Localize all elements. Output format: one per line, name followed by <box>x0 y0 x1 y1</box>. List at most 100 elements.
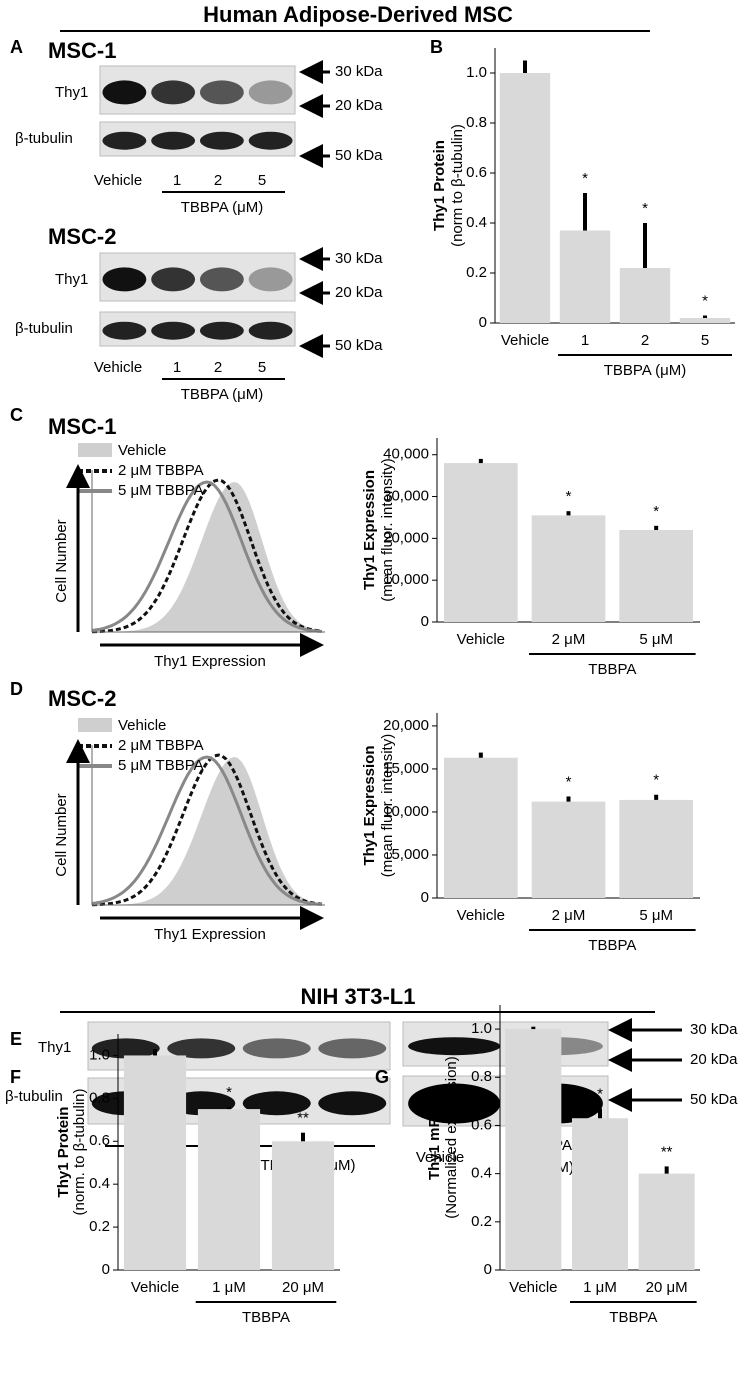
marker-label: 50 kDa <box>690 1091 738 1108</box>
significance: * <box>597 1086 603 1103</box>
significance: ** <box>661 1143 673 1160</box>
lane-label: Vehicle <box>416 1149 464 1166</box>
x-tick-label: 20 μM <box>646 1279 688 1296</box>
significance: * <box>642 200 648 217</box>
bar <box>572 1118 628 1270</box>
band <box>408 1037 501 1056</box>
bar <box>531 515 606 622</box>
band <box>242 1038 311 1059</box>
group-label: TBBPA <box>588 661 636 678</box>
marker-label: 50 kDa <box>335 337 383 354</box>
row-label: β-tubulin <box>15 320 73 337</box>
x-tick-label: Vehicle <box>131 1279 179 1296</box>
panel-letter: G <box>375 1067 389 1087</box>
legend-label: 5 μM TBBPA <box>118 757 204 774</box>
y-tick-label: 0.4 <box>89 1175 110 1192</box>
significance: ** <box>297 1110 309 1127</box>
legend-label: 2 μM TBBPA <box>118 737 204 754</box>
x-tick-label: Vehicle <box>457 907 505 924</box>
bar <box>619 268 671 323</box>
band <box>151 267 196 292</box>
y-tick-label: 1.0 <box>89 1046 110 1063</box>
bar <box>638 1173 695 1270</box>
panel-letter: B <box>430 37 443 57</box>
y-label: Thy1 mRNA <box>426 1095 443 1180</box>
significance: * <box>566 773 572 790</box>
row-label: Thy1 <box>55 84 88 101</box>
significance: * <box>653 503 659 520</box>
y-label: Cell Number <box>53 519 70 602</box>
significance: * <box>582 170 588 187</box>
lane-label: Vehicle <box>94 359 142 376</box>
band <box>151 80 196 105</box>
lane-label: 2 <box>214 172 222 189</box>
legend-label: Vehicle <box>118 717 166 734</box>
panel-title: MSC-1 <box>48 414 116 439</box>
legend-label: 5 μM TBBPA <box>118 482 204 499</box>
row-label: Thy1 <box>55 271 88 288</box>
y-tick-label: 0.8 <box>466 114 487 131</box>
y-label: Thy1 Expression <box>361 470 378 590</box>
marker-label: 30 kDa <box>690 1021 738 1038</box>
bar <box>499 73 551 323</box>
y-label: Thy1 Protein <box>55 1107 72 1198</box>
y-label: Thy1 Expression <box>361 745 378 865</box>
lane-label: 5 <box>258 359 266 376</box>
bar <box>444 757 518 898</box>
significance: * <box>653 772 659 789</box>
x-tick-label: 1 <box>581 332 589 349</box>
x-tick-label: 2 μM <box>552 907 586 924</box>
y-label: Cell Number <box>53 793 70 876</box>
histogram <box>91 480 323 633</box>
lane-label: 2 <box>214 359 222 376</box>
y-tick-label: 0.4 <box>471 1165 492 1182</box>
y-tick-label: 10,000 <box>383 571 429 588</box>
band <box>167 1038 236 1059</box>
histogram <box>91 478 323 634</box>
histogram <box>91 753 323 907</box>
group-label: TBBPA <box>588 937 636 954</box>
marker-label: 30 kDa <box>335 63 383 80</box>
bar <box>531 801 606 898</box>
legend-label: Vehicle <box>118 442 166 459</box>
y-tick-label: 0.6 <box>466 164 487 181</box>
bar <box>619 530 693 622</box>
band <box>199 80 244 105</box>
band <box>102 80 147 105</box>
group-label: TBBPA (μM) <box>181 199 264 216</box>
histogram <box>92 757 322 905</box>
marker-label: 20 kDa <box>335 97 383 114</box>
x-tick-label: 20 μM <box>282 1279 324 1296</box>
histogram <box>91 755 323 906</box>
x-label: Thy1 Expression <box>154 926 266 943</box>
significance: * <box>566 488 572 505</box>
y-tick-label: 20,000 <box>383 717 429 734</box>
y-tick-label: 5,000 <box>391 846 429 863</box>
y-tick-label: 0.2 <box>471 1213 492 1230</box>
band <box>91 1038 160 1059</box>
band <box>248 80 293 105</box>
row-label: β-tubulin <box>5 1088 63 1105</box>
group-label: TBBPA (μM) <box>604 362 687 379</box>
marker-label: 20 kDa <box>335 284 383 301</box>
lane-label: 5 <box>258 172 266 189</box>
y-label-sub: (mean fluor. intensity) <box>379 458 396 601</box>
blot-title: MSC-2 <box>48 224 116 249</box>
band <box>248 131 293 150</box>
band <box>318 1038 387 1059</box>
band <box>318 1091 387 1116</box>
row-label: Thy1 <box>38 1039 71 1056</box>
y-tick-label: 0.6 <box>471 1116 492 1133</box>
band <box>199 267 244 292</box>
panel-letter: D <box>10 679 23 699</box>
band <box>151 321 196 340</box>
legend-swatch <box>78 718 112 732</box>
legend-label: 2 μM TBBPA <box>118 462 204 479</box>
bar <box>559 230 611 323</box>
y-tick-label: 0 <box>102 1261 110 1278</box>
band <box>408 1083 501 1124</box>
group-label: TBBPA <box>242 1309 290 1326</box>
x-label: Thy1 Expression <box>154 653 266 670</box>
x-tick-label: 1 μM <box>212 1279 246 1296</box>
band <box>102 267 147 292</box>
